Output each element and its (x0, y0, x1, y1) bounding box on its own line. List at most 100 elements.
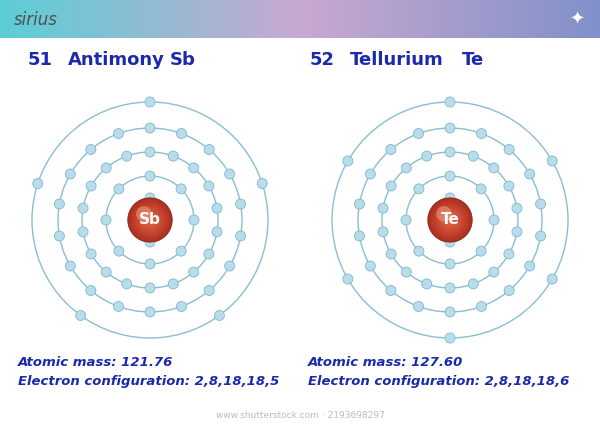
Circle shape (414, 246, 424, 256)
Bar (588, 0, 590, 38)
Circle shape (145, 307, 155, 317)
Circle shape (86, 144, 96, 154)
Bar (416, 0, 418, 38)
Bar (308, 0, 310, 38)
Bar (246, 0, 248, 38)
Circle shape (444, 214, 456, 226)
Bar (56, 0, 58, 38)
Circle shape (176, 301, 187, 311)
Text: Sb: Sb (139, 212, 161, 227)
Bar (552, 0, 554, 38)
Circle shape (101, 267, 111, 277)
Bar (248, 0, 250, 38)
Bar (522, 0, 524, 38)
Bar (378, 0, 380, 38)
Bar (74, 0, 76, 38)
Bar (126, 0, 128, 38)
Circle shape (145, 147, 155, 157)
Bar (112, 0, 114, 38)
Bar (470, 0, 472, 38)
Circle shape (101, 215, 111, 225)
Text: 51: 51 (28, 51, 53, 69)
Bar (516, 0, 518, 38)
Bar (386, 0, 388, 38)
Bar (542, 0, 544, 38)
Bar (156, 0, 158, 38)
Bar (176, 0, 178, 38)
Bar (354, 0, 356, 38)
Circle shape (365, 261, 376, 271)
Bar (584, 0, 586, 38)
Bar (420, 0, 422, 38)
Circle shape (257, 178, 267, 188)
Bar (32, 0, 34, 38)
Bar (202, 0, 204, 38)
Bar (146, 0, 148, 38)
Circle shape (504, 286, 514, 295)
Circle shape (445, 123, 455, 133)
Bar (490, 0, 492, 38)
Bar (136, 0, 138, 38)
Bar (66, 0, 68, 38)
Bar (474, 0, 476, 38)
Bar (392, 0, 394, 38)
Bar (366, 0, 368, 38)
Bar (332, 0, 334, 38)
Circle shape (413, 301, 424, 311)
Bar (328, 0, 330, 38)
Circle shape (476, 184, 486, 194)
Circle shape (214, 310, 224, 320)
Circle shape (136, 206, 152, 221)
Bar (182, 0, 184, 38)
Bar (284, 0, 286, 38)
Bar (510, 0, 512, 38)
Circle shape (524, 261, 535, 271)
Bar (140, 0, 142, 38)
Bar (84, 0, 86, 38)
Bar (264, 0, 266, 38)
Circle shape (132, 202, 168, 238)
Circle shape (547, 274, 557, 284)
Circle shape (33, 178, 43, 188)
Bar (244, 0, 246, 38)
Bar (4, 0, 6, 38)
Bar (174, 0, 176, 38)
Bar (70, 0, 72, 38)
Bar (472, 0, 474, 38)
Circle shape (122, 279, 132, 289)
Bar (374, 0, 376, 38)
Bar (6, 0, 8, 38)
Bar (110, 0, 112, 38)
Circle shape (489, 267, 499, 277)
Circle shape (86, 249, 96, 259)
Circle shape (445, 237, 455, 247)
Bar (444, 0, 446, 38)
Circle shape (224, 261, 235, 271)
Bar (106, 0, 108, 38)
Bar (164, 0, 166, 38)
Circle shape (78, 203, 88, 213)
Circle shape (204, 144, 214, 154)
Bar (170, 0, 172, 38)
Circle shape (168, 279, 178, 289)
Circle shape (355, 231, 364, 241)
Bar (22, 0, 24, 38)
Bar (350, 0, 352, 38)
Bar (260, 0, 262, 38)
Bar (206, 0, 208, 38)
Circle shape (430, 200, 470, 240)
Bar (18, 0, 20, 38)
Bar (432, 0, 434, 38)
Circle shape (512, 227, 522, 237)
Bar (24, 0, 26, 38)
Circle shape (413, 129, 424, 138)
Circle shape (414, 184, 424, 194)
Bar (530, 0, 532, 38)
Bar (114, 0, 116, 38)
Bar (428, 0, 430, 38)
Bar (414, 0, 416, 38)
Circle shape (434, 204, 466, 236)
Circle shape (445, 333, 455, 343)
Bar (148, 0, 150, 38)
Bar (282, 0, 284, 38)
